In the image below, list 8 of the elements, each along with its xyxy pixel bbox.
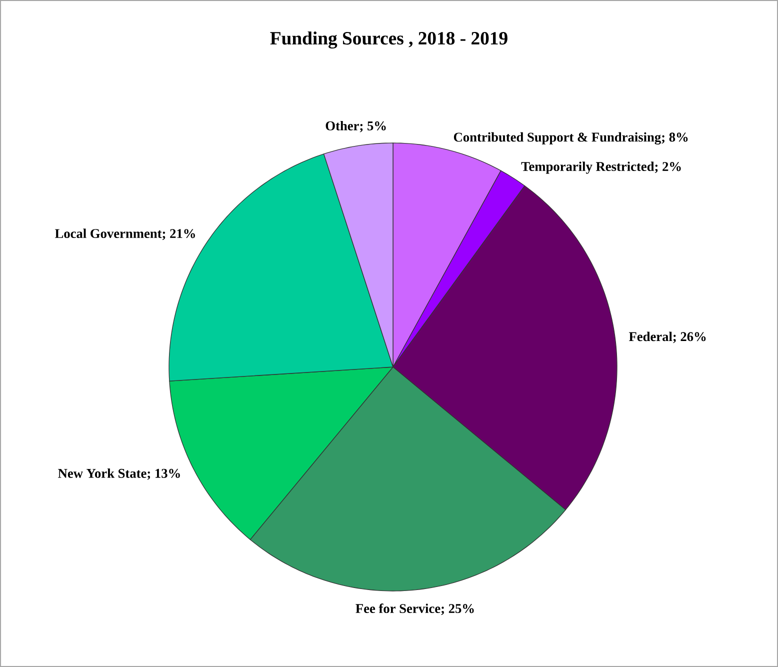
slice-label: New York State; 13%: [58, 468, 180, 480]
chart-title: Funding Sources , 2018 - 2019: [270, 31, 508, 49]
slice-label: Federal; 26%: [628, 332, 706, 344]
slice-label: Other; 5%: [326, 120, 386, 132]
slice-label: Local Government; 21%: [54, 228, 195, 240]
slice-label: Fee for Service; 25%: [356, 604, 474, 615]
slice-label: Contributed Support & Fundraising; 8%: [454, 132, 688, 144]
slice-label: Temporarily Restricted; 2%: [521, 162, 681, 174]
